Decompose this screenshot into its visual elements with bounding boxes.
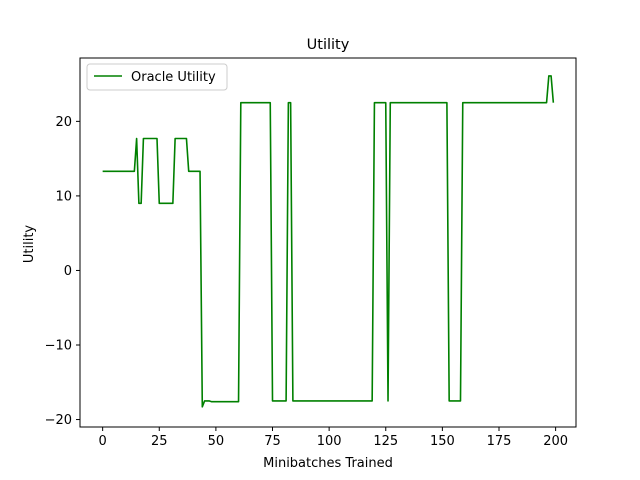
y-axis-label: Utility bbox=[22, 225, 37, 264]
y-tick-label: −10 bbox=[45, 339, 72, 354]
legend: Oracle Utility bbox=[86, 63, 228, 91]
x-tick-label: 100 bbox=[317, 434, 342, 449]
legend-label: Oracle Utility bbox=[131, 70, 216, 85]
y-tick-label: −20 bbox=[45, 413, 72, 428]
y-tick-label: 20 bbox=[55, 115, 72, 130]
series-line-0 bbox=[102, 75, 555, 408]
y-tick-label: 0 bbox=[64, 264, 72, 279]
plot-frame bbox=[79, 57, 577, 428]
x-tick-label: 50 bbox=[208, 434, 225, 449]
plot-area: 0 25 50 75 100 125 150 175 200 −20 −10 0 10 20 bbox=[45, 57, 577, 449]
legend-box bbox=[86, 63, 228, 91]
x-tick-label: 200 bbox=[543, 434, 568, 449]
chart-title: Utility bbox=[307, 37, 350, 53]
x-tick-label: 0 bbox=[99, 434, 107, 449]
x-tick-label: 125 bbox=[373, 434, 398, 449]
x-tick-label: 150 bbox=[430, 434, 455, 449]
x-tick-label: 25 bbox=[151, 434, 168, 449]
x-tick-label: 75 bbox=[264, 434, 281, 449]
x-tick-label: 175 bbox=[487, 434, 512, 449]
y-tick-label: 10 bbox=[55, 189, 72, 204]
x-axis-label: Minibatches Trained bbox=[263, 456, 393, 471]
